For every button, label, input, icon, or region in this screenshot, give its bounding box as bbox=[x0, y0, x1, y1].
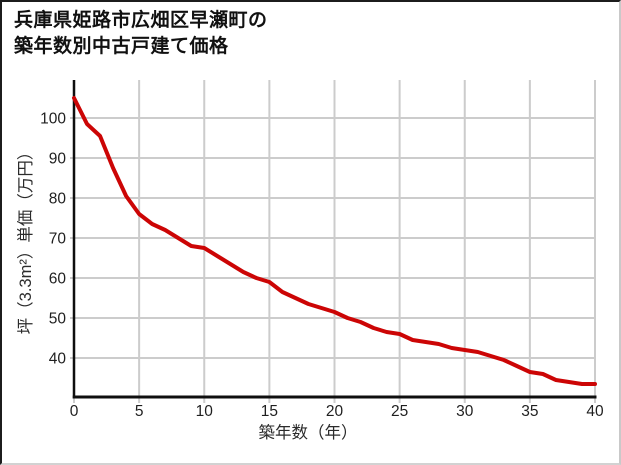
x-axis-title: 築年数（年） bbox=[259, 423, 358, 442]
plot-area: 0 5 10 15 20 25 30 35 40 40 50 60 70 80 90 100 bbox=[40, 80, 604, 420]
y-tick-label: 40 bbox=[49, 351, 67, 368]
y-tick-label: 70 bbox=[49, 231, 67, 248]
x-tick-label: 10 bbox=[196, 403, 214, 420]
y-tick-label: 60 bbox=[49, 271, 67, 288]
chart-title: 兵庫県姫路市広畑区早瀬町の 築年数別中古戸建て価格 bbox=[14, 8, 268, 60]
x-tick-label: 0 bbox=[70, 403, 79, 420]
price-line-series bbox=[72, 96, 597, 386]
chart-title-line2: 築年数別中古戸建て価格 bbox=[14, 36, 229, 57]
y-tick-label: 80 bbox=[49, 191, 67, 208]
y-tick-label: 100 bbox=[40, 111, 66, 128]
x-tick-label: 25 bbox=[391, 403, 408, 420]
x-tick-label: 15 bbox=[261, 403, 278, 420]
y-tick-label: 90 bbox=[49, 151, 67, 168]
y-tick-label: 50 bbox=[49, 311, 67, 328]
chart-title-line1: 兵庫県姫路市広畑区早瀬町の bbox=[14, 10, 268, 31]
x-tick-label: 40 bbox=[586, 403, 604, 420]
x-tick-label: 20 bbox=[326, 403, 344, 420]
y-axis-title: 坪（3.3m²）単価（万円） bbox=[16, 144, 35, 335]
x-tick-label: 30 bbox=[456, 403, 474, 420]
x-tick-label: 35 bbox=[521, 403, 538, 420]
x-tick-label: 5 bbox=[135, 403, 144, 420]
